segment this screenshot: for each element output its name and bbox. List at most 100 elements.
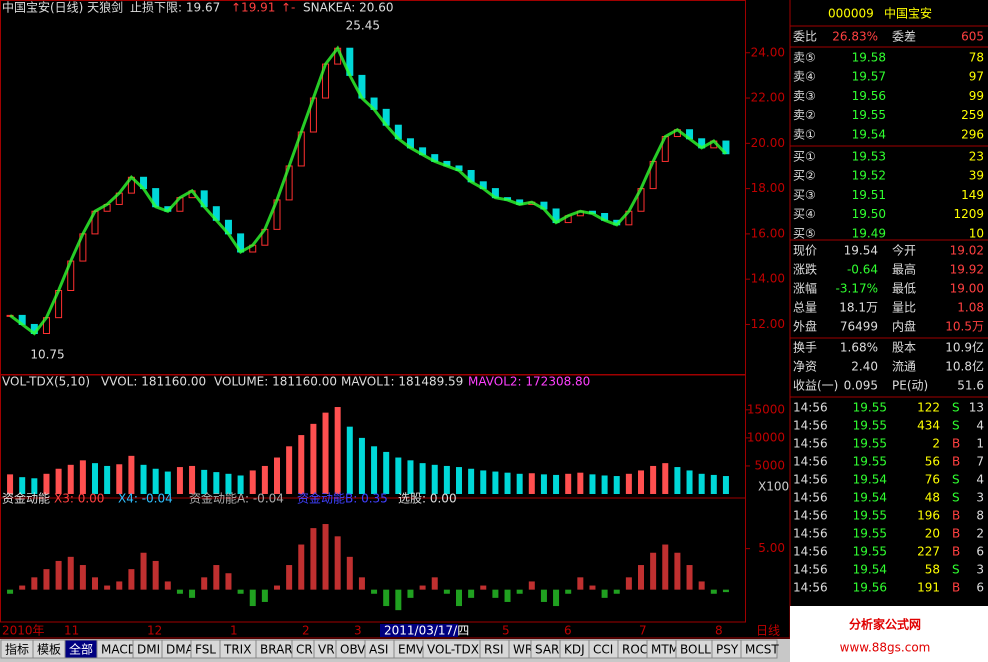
book-cell: 卖⑤	[793, 51, 816, 65]
stock-name: 中国宝安	[884, 6, 932, 21]
bar	[237, 475, 244, 494]
bar	[650, 552, 657, 590]
y-tick-label: 18.00	[751, 181, 785, 195]
quote-cell: 最低	[892, 282, 916, 296]
panel-header: MAVOL2: 172308.80	[468, 375, 590, 389]
tab-label[interactable]: RSI	[484, 643, 504, 657]
date-label: 2010年	[2, 624, 45, 638]
tab-label[interactable]: 指标	[5, 642, 29, 657]
bar	[43, 569, 50, 590]
book-cell: 19.50	[852, 207, 886, 221]
trade-cell: 7	[976, 455, 984, 469]
book-cell: 19.49	[852, 226, 886, 240]
bar	[358, 577, 365, 590]
bar	[407, 589, 414, 598]
book-cell: 卖①	[793, 127, 816, 141]
trade-cell: 227	[917, 545, 940, 559]
quote-cell: PE(动)	[892, 379, 928, 393]
tab-label[interactable]: DMI	[137, 643, 160, 657]
bar	[371, 446, 378, 494]
y-tick-label: 5000	[754, 458, 785, 472]
y-tick-label: 22.00	[751, 91, 785, 105]
bar	[638, 470, 644, 494]
bar	[638, 565, 644, 590]
book-cell: 买④	[793, 207, 816, 221]
panel-header: ↑19.91	[231, 1, 275, 15]
tab-label[interactable]: MACD	[101, 643, 137, 657]
tab-label[interactable]: DMA	[166, 643, 195, 657]
trade-cell: 48	[925, 491, 940, 505]
tab-label[interactable]: SAR	[535, 643, 559, 657]
tab-label[interactable]: MCST	[745, 643, 779, 657]
bar	[480, 470, 487, 494]
bar	[686, 565, 693, 590]
tab-label[interactable]: BOLL	[680, 643, 711, 657]
book-cell: 97	[969, 70, 984, 84]
date-label: 6	[564, 624, 572, 638]
book-cell: 19.52	[852, 169, 886, 183]
panel-header: X3: 0.00	[54, 492, 104, 506]
trade-cell: 19.55	[853, 527, 887, 541]
book-cell: 19.56	[852, 89, 886, 103]
quote-cell: -0.64	[847, 263, 878, 277]
bar	[722, 476, 729, 494]
date-label: 1	[230, 624, 238, 638]
tab-label[interactable]: VR	[318, 643, 335, 657]
bar	[431, 464, 438, 494]
bar	[698, 581, 705, 590]
tab-label[interactable]: OBV	[340, 643, 366, 657]
bar	[456, 589, 462, 607]
quote-cell: 19.54	[844, 244, 878, 258]
bar	[55, 560, 62, 590]
bar	[152, 468, 159, 494]
bar	[577, 577, 584, 590]
tab-label[interactable]: 模板	[37, 643, 61, 657]
bar	[650, 465, 657, 494]
bar	[565, 589, 572, 594]
watermark-title: 分析家公式网	[849, 617, 921, 632]
tab-label[interactable]: CCI	[593, 643, 613, 657]
tab-label[interactable]: KDJ	[564, 643, 585, 657]
quote-cell: 委比	[793, 30, 817, 44]
trade-cell: 3	[976, 491, 984, 505]
tab[interactable]	[740, 639, 778, 659]
tab-label[interactable]: ROC	[622, 643, 648, 657]
bar	[516, 589, 523, 594]
tab-label[interactable]: 全部	[69, 642, 93, 657]
trade-cell: 19.56	[853, 581, 887, 595]
tab-label[interactable]: EMV	[398, 643, 425, 657]
tab-label[interactable]: MTM	[651, 643, 679, 657]
trade-cell: 6	[976, 581, 984, 595]
tab-label[interactable]: ASI	[369, 643, 388, 657]
bar	[225, 573, 232, 590]
tab-label[interactable]: WR	[513, 643, 533, 657]
tab-label[interactable]: TRIX	[223, 643, 251, 657]
bar	[31, 478, 38, 494]
trade-cell: B	[952, 581, 960, 595]
book-cell: 卖③	[793, 89, 816, 103]
bar	[334, 536, 341, 590]
bar	[79, 460, 86, 494]
trade-cell: 4	[976, 473, 984, 487]
bar	[310, 423, 317, 494]
tab-label[interactable]: BRAR	[260, 643, 293, 657]
quote-cell: 涨幅	[793, 281, 817, 296]
bar	[674, 467, 681, 494]
tab-label[interactable]: CR	[296, 643, 313, 657]
bar	[492, 589, 499, 598]
tab-label[interactable]: PSY	[716, 643, 739, 657]
date-label: 7	[639, 624, 647, 638]
book-cell: 19.57	[852, 70, 886, 84]
tab-label[interactable]: FSL	[195, 643, 216, 657]
bar	[286, 565, 293, 590]
trade-cell: B	[952, 527, 960, 541]
tab-label[interactable]: VOL-TDX	[427, 643, 479, 657]
bar	[19, 585, 26, 590]
bar	[310, 528, 317, 590]
bar	[92, 577, 98, 590]
panel-header: VOL-TDX(5,10)	[2, 375, 90, 389]
trade-cell: 14:56	[793, 473, 828, 487]
trade-cell: 19.54	[853, 563, 887, 577]
quote-cell: 委差	[892, 30, 916, 44]
